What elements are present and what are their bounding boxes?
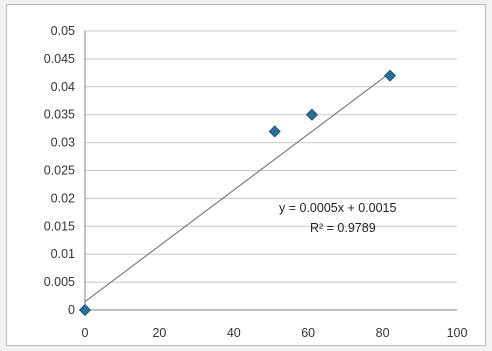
y-tick-label: 0.01 xyxy=(51,247,75,261)
data-point xyxy=(305,108,318,121)
y-tick-label: 0.035 xyxy=(44,108,75,122)
trendline-equation: y = 0.0005x + 0.0015 xyxy=(279,201,397,215)
data-point xyxy=(268,125,281,138)
data-points xyxy=(78,69,397,317)
data-point xyxy=(78,303,92,317)
scatter-chart: 0 0.005 0.01 0.015 0.02 0.025 0.03 0.035 0.04 0.0… xyxy=(44,24,468,340)
y-tick-label: 0.03 xyxy=(51,136,75,150)
y-tick-label: 0.05 xyxy=(51,24,75,38)
y-tick-label: 0.04 xyxy=(51,80,75,94)
y-axis-ticks: 0 0.005 0.01 0.015 0.02 0.025 0.03 0.035 0.04 0.0… xyxy=(44,24,75,317)
axes xyxy=(84,31,457,311)
x-tick-label: 100 xyxy=(447,326,468,340)
x-tick-label: 0 xyxy=(82,326,89,340)
trendline xyxy=(84,72,391,303)
y-tick-label: 0 xyxy=(68,303,75,317)
y-tick-label: 0.005 xyxy=(44,275,75,289)
chart-area: 0 0.005 0.01 0.015 0.02 0.025 0.03 0.035 0.04 0.0… xyxy=(6,4,486,346)
trendline-r-squared: R² = 0.9789 xyxy=(310,221,376,235)
x-tick-label: 20 xyxy=(152,326,166,340)
y-tick-label: 0.015 xyxy=(44,219,75,233)
y-tick-label: 0.025 xyxy=(44,164,75,178)
y-tick-label: 0.02 xyxy=(51,191,75,205)
x-tick-label: 80 xyxy=(376,326,390,340)
x-axis-ticks: 0 20 40 60 80 100 xyxy=(82,326,468,340)
y-tick-label: 0.045 xyxy=(44,52,75,66)
data-point xyxy=(383,69,397,82)
gridlines xyxy=(85,30,457,283)
x-tick-label: 40 xyxy=(227,326,241,340)
trendline-path xyxy=(84,72,391,303)
x-tick-label: 60 xyxy=(301,326,315,340)
